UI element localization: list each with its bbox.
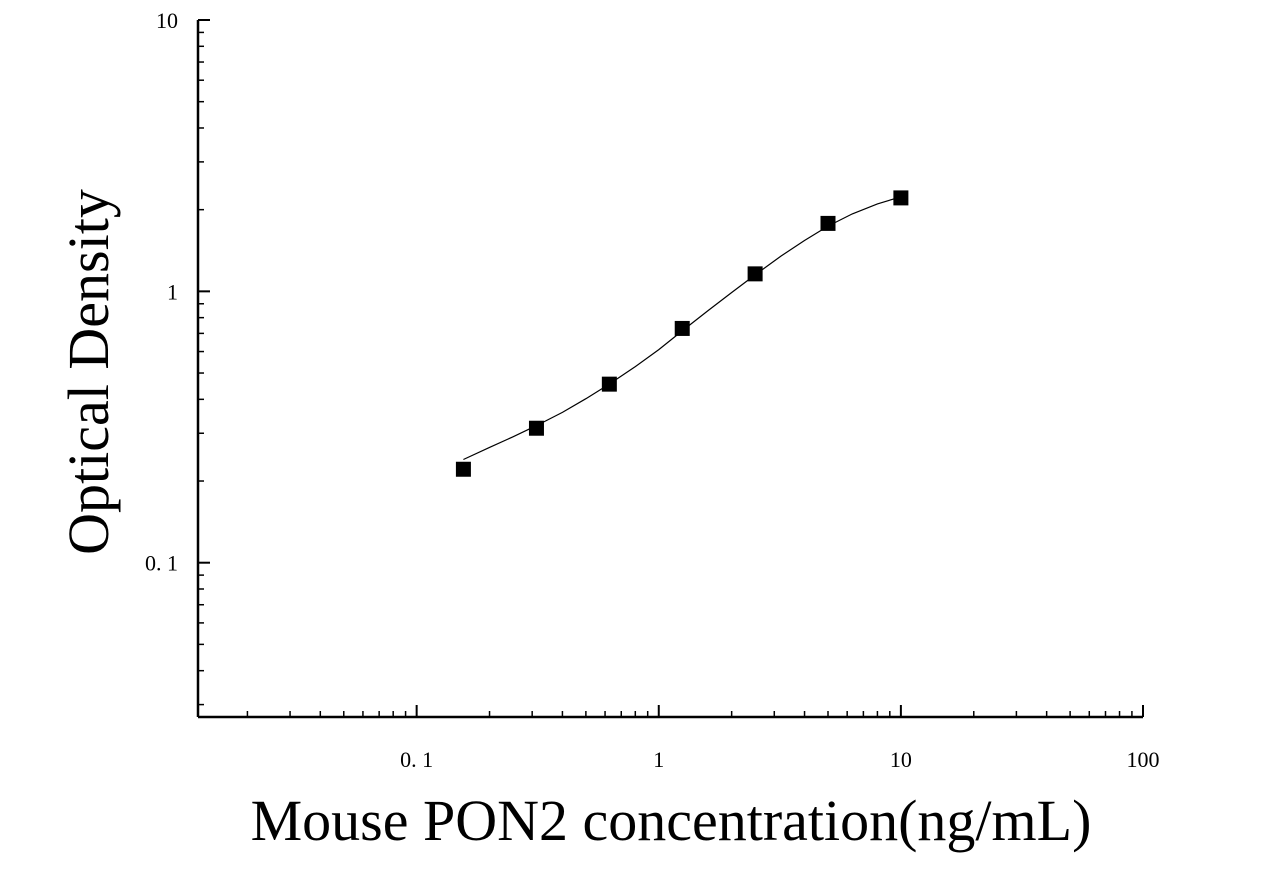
data-point (601, 376, 617, 392)
data-point (455, 461, 471, 477)
y-axis-title: Optical Density (56, 189, 121, 555)
y-axis-ticks: 0. 1 1 10 (145, 8, 210, 706)
data-point (674, 320, 690, 336)
y-tick-label: 1 (167, 279, 178, 304)
data-point (893, 190, 909, 206)
x-axis-ticks: 0. 1 1 10 100 (246, 705, 1160, 772)
y-tick-label: 0. 1 (145, 551, 178, 576)
axes (196, 20, 1143, 719)
x-tick-label: 1 (653, 747, 664, 772)
data-point (528, 420, 544, 436)
x-tick-label: 100 (1127, 747, 1160, 772)
data-point (820, 215, 836, 231)
x-tick-label: 10 (890, 747, 912, 772)
data-points (455, 190, 909, 477)
x-tick-label: 0. 1 (400, 747, 433, 772)
data-point (747, 266, 763, 282)
x-axis-title: Mouse PON2 concentration(ng/mL) (251, 788, 1092, 853)
y-tick-label: 10 (156, 8, 178, 33)
